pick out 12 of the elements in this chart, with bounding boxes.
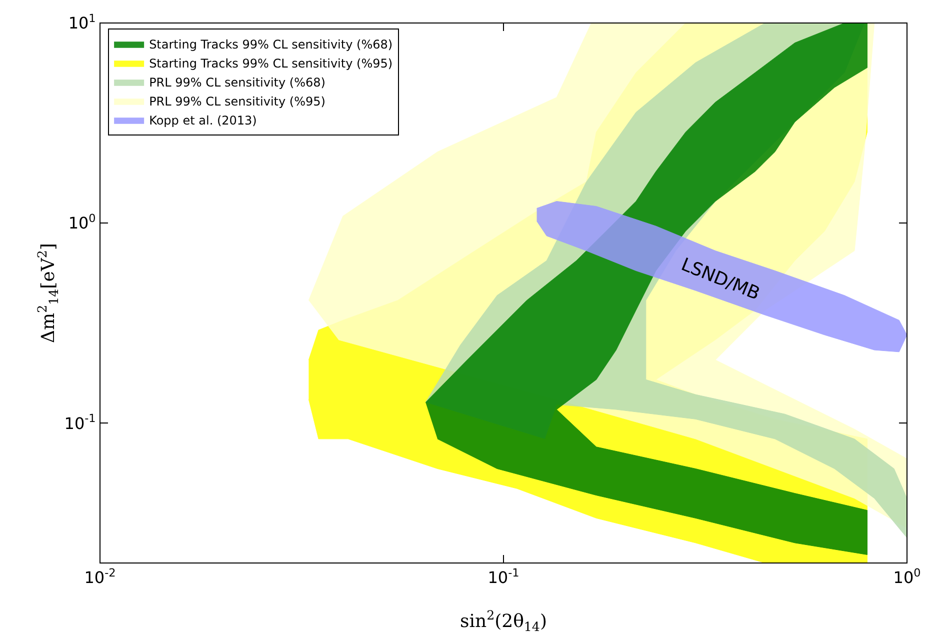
y-tick-label: 10$^{-1}$ [64,412,96,433]
y-tick-label: 10$^{1}$ [68,12,96,33]
legend-label: PRL 99% CL sensitivity (%68) [149,76,326,90]
x-tick-label: 10$^{-2}$ [84,566,116,588]
x-tick-label: 10$^{0}$ [893,566,921,588]
y-tick-label: 10$^{0}$ [68,212,96,233]
legend-label: PRL 99% CL sensitivity (%95) [149,94,326,109]
legend-label: Kopp et al. (2013) [149,114,257,128]
x-axis-title: sin$^{2}$(2θ$_{14}$) [460,607,547,634]
x-tick-label: 10$^{-1}$ [488,566,520,588]
legend-label: Starting Tracks 99% CL sensitivity (%68) [149,38,393,52]
legend-label: Starting Tracks 99% CL sensitivity (%95) [149,56,393,71]
